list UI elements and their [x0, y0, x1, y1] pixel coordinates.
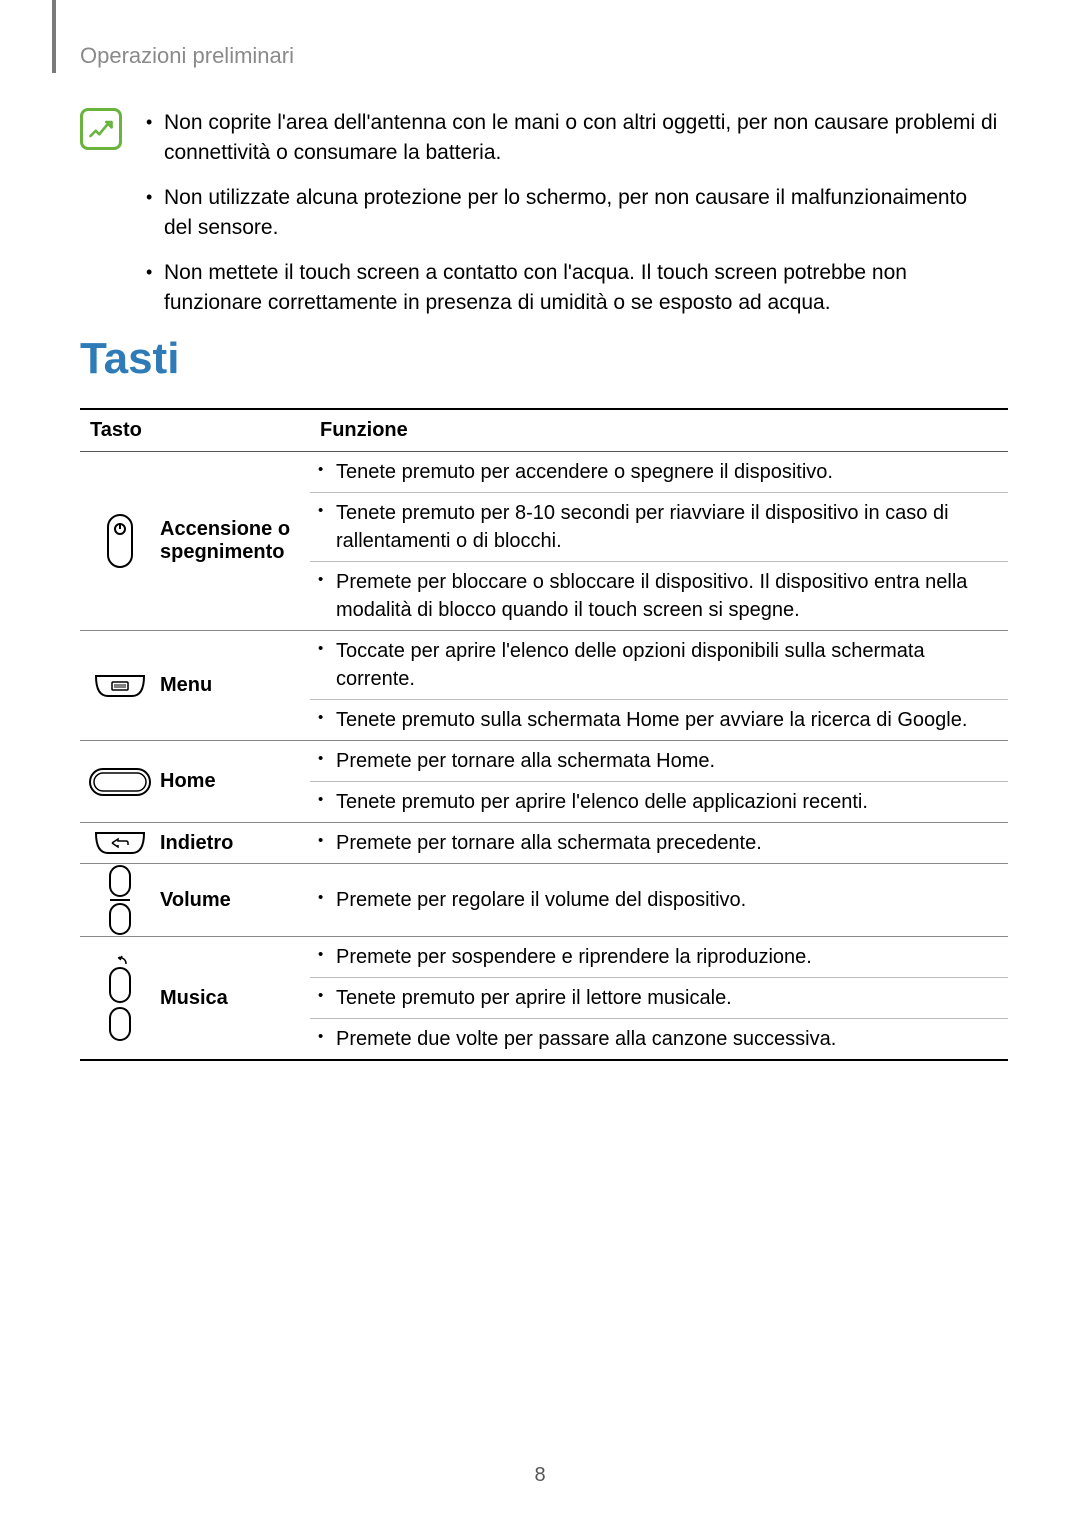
function-item: Tenete premuto per 8-10 secondi per riav… [310, 492, 1008, 561]
table-header-function: Funzione [310, 409, 1008, 452]
home-key-icon [88, 767, 152, 797]
table-row: Musica Premete per sospendere e riprende… [80, 937, 1008, 1061]
key-icon-cell [80, 631, 160, 741]
key-icon-cell [80, 823, 160, 864]
header-accent-line [52, 0, 56, 73]
function-list: Premete per tornare alla schermata prece… [310, 823, 1008, 863]
table-row: Accensione o spegnimento Tenete premuto … [80, 452, 1008, 631]
key-icon-cell [80, 937, 160, 1061]
key-label: Accensione o spegnimento [160, 452, 310, 631]
key-functions-cell: Premete per regolare il volume del dispo… [310, 864, 1008, 937]
breadcrumb: Operazioni preliminari [80, 43, 294, 69]
key-functions-cell: Toccate per aprire l'elenco delle opzion… [310, 631, 1008, 741]
key-functions-cell: Premete per tornare alla schermata Home.… [310, 741, 1008, 823]
key-functions-cell: Premete per sospendere e riprendere la r… [310, 937, 1008, 1061]
function-list: Premete per regolare il volume del dispo… [310, 880, 1008, 920]
note-item: Non coprite l'area dell'antenna con le m… [140, 108, 1000, 169]
function-item: Premete per sospendere e riprendere la r… [310, 937, 1008, 977]
function-list: Toccate per aprire l'elenco delle opzion… [310, 631, 1008, 740]
note-icon [80, 108, 122, 150]
table-row: Menu Toccate per aprire l'elenco delle o… [80, 631, 1008, 741]
table-header-key: Tasto [80, 409, 310, 452]
music-key-icon [108, 954, 132, 1042]
key-functions-cell: Premete per tornare alla schermata prece… [310, 823, 1008, 864]
function-list: Premete per sospendere e riprendere la r… [310, 937, 1008, 1059]
function-item: Tenete premuto per accendere o spegnere … [310, 452, 1008, 492]
function-item: Tenete premuto per aprire il lettore mus… [310, 977, 1008, 1018]
menu-key-icon [94, 674, 146, 698]
function-list: Tenete premuto per accendere o spegnere … [310, 452, 1008, 630]
function-item: Tenete premuto sulla schermata Home per … [310, 699, 1008, 740]
key-icon-cell [80, 452, 160, 631]
back-key-icon [94, 831, 146, 855]
key-label: Home [160, 741, 310, 823]
function-item: Premete per tornare alla schermata prece… [310, 823, 1008, 863]
volume-key-icon [108, 864, 132, 936]
note-item: Non utilizzate alcuna protezione per lo … [140, 183, 1000, 244]
table-row: Indietro Premete per tornare alla scherm… [80, 823, 1008, 864]
key-functions-cell: Tenete premuto per accendere o spegnere … [310, 452, 1008, 631]
note-list: Non coprite l'area dell'antenna con le m… [140, 108, 1000, 333]
function-item: Premete per tornare alla schermata Home. [310, 741, 1008, 781]
function-list: Premete per tornare alla schermata Home.… [310, 741, 1008, 822]
note-item: Non mettete il touch screen a contatto c… [140, 258, 1000, 319]
function-item: Premete due volte per passare alla canzo… [310, 1018, 1008, 1059]
key-label: Indietro [160, 823, 310, 864]
key-label: Volume [160, 864, 310, 937]
keys-table: Tasto Funzione Accensione o spegnimento … [80, 408, 1008, 1061]
power-key-icon [106, 513, 134, 569]
table-row: Home Premete per tornare alla schermata … [80, 741, 1008, 823]
key-icon-cell [80, 741, 160, 823]
function-item: Toccate per aprire l'elenco delle opzion… [310, 631, 1008, 699]
key-label: Musica [160, 937, 310, 1061]
function-item: Premete per bloccare o sbloccare il disp… [310, 561, 1008, 630]
section-title: Tasti [80, 334, 179, 384]
function-item: Premete per regolare il volume del dispo… [310, 880, 1008, 920]
page-number: 8 [0, 1464, 1080, 1487]
table-row: Volume Premete per regolare il volume de… [80, 864, 1008, 937]
function-item: Tenete premuto per aprire l'elenco delle… [310, 781, 1008, 822]
key-label: Menu [160, 631, 310, 741]
key-icon-cell [80, 864, 160, 937]
